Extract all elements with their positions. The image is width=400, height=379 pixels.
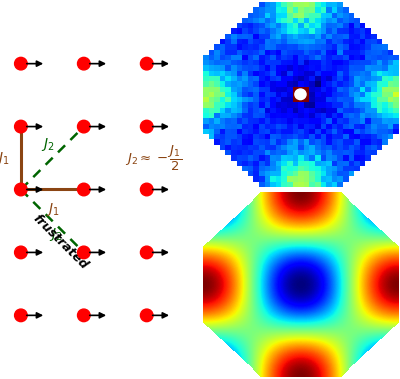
Text: $J_2$: $J_2$ <box>40 136 54 153</box>
Text: $J_2$: $J_2$ <box>49 226 62 243</box>
Circle shape <box>14 309 27 322</box>
Text: $J_1$: $J_1$ <box>46 201 59 218</box>
Circle shape <box>14 246 27 259</box>
Circle shape <box>140 246 153 259</box>
Circle shape <box>14 57 27 70</box>
Circle shape <box>78 57 90 70</box>
Circle shape <box>78 183 90 196</box>
Circle shape <box>14 183 27 196</box>
Text: $J_1$: $J_1$ <box>0 150 10 166</box>
Circle shape <box>140 183 153 196</box>
Circle shape <box>78 246 90 259</box>
Circle shape <box>140 120 153 133</box>
Circle shape <box>78 120 90 133</box>
Circle shape <box>14 120 27 133</box>
Circle shape <box>140 309 153 322</box>
Circle shape <box>295 89 306 100</box>
Circle shape <box>140 57 153 70</box>
Text: frustrated: frustrated <box>30 211 90 272</box>
Circle shape <box>78 309 90 322</box>
Text: $J_2 \approx -\dfrac{J_1}{2}$: $J_2 \approx -\dfrac{J_1}{2}$ <box>124 144 182 172</box>
